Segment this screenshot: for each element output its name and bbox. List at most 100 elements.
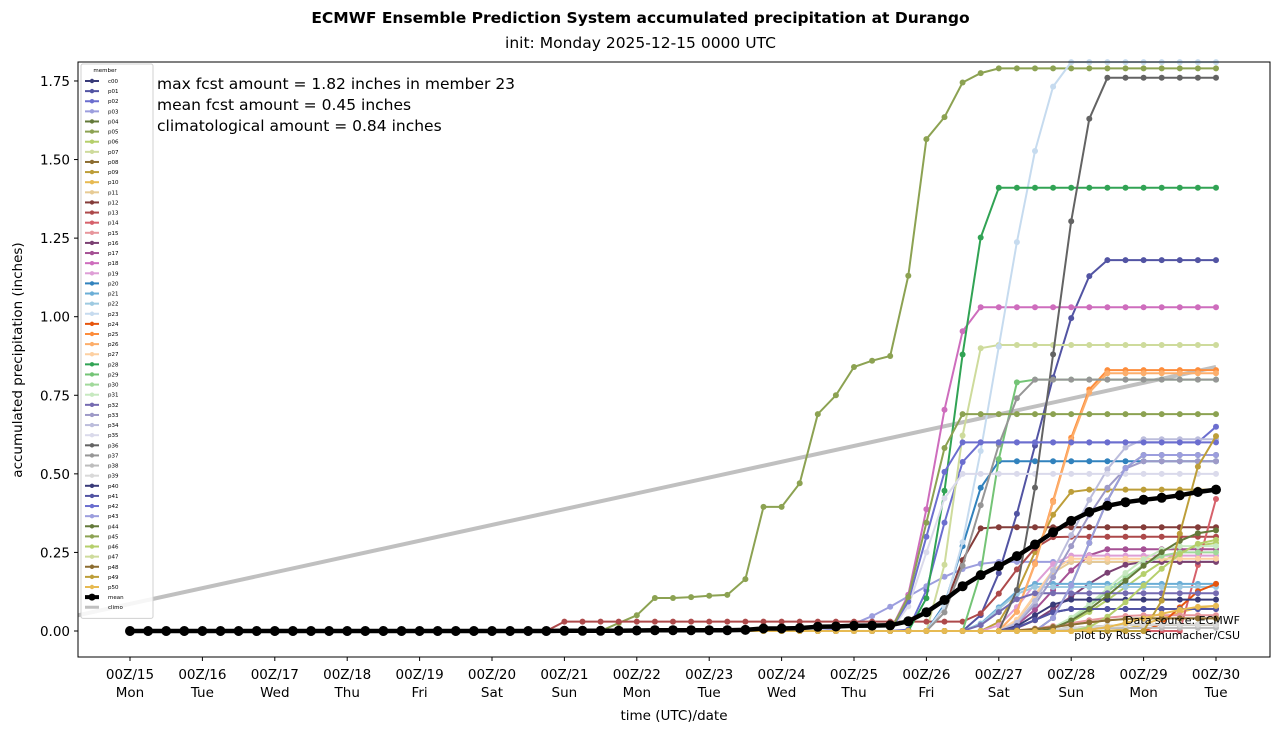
- series-point-p13: [1104, 533, 1111, 540]
- series-point-p36: [1213, 74, 1219, 81]
- series-point-p33: [1104, 484, 1111, 491]
- series-point-p45: [1140, 411, 1147, 418]
- legend-label: p09: [108, 170, 119, 176]
- chart-subtitle: init: Monday 2025-12-15 0000 UTC: [505, 34, 776, 52]
- series-point-p13: [977, 610, 984, 617]
- legend-label: c00: [108, 79, 119, 85]
- series-point-p40: [1194, 596, 1201, 603]
- series-point-p13: [1158, 533, 1165, 540]
- series-point-p33: [1213, 458, 1219, 465]
- series-point-p18: [923, 506, 930, 513]
- series-point-p05: [887, 353, 894, 359]
- series-point-p37: [1032, 376, 1038, 383]
- x-tick-label: 00Z/20: [468, 667, 516, 683]
- series-point-p42: [1140, 439, 1147, 446]
- mean-point: [1138, 494, 1149, 505]
- mean-point: [921, 607, 932, 618]
- mean-point: [450, 626, 461, 636]
- legend-label: p08: [108, 160, 119, 166]
- legend-label: p30: [108, 383, 119, 389]
- series-point-p36: [1068, 218, 1075, 225]
- x-tick-day: Sat: [481, 685, 503, 701]
- series-point-p32: [1086, 590, 1093, 597]
- legend-item-p32: p32: [85, 402, 119, 409]
- series-point-p13: [995, 590, 1002, 597]
- legend-label: p17: [108, 251, 119, 257]
- legend-item-p46: p46: [85, 544, 119, 551]
- series-point-p33: [1140, 458, 1147, 465]
- series-point-p50: [1013, 628, 1020, 634]
- legend-label: p46: [108, 545, 119, 551]
- series-point-p45: [1194, 411, 1201, 418]
- mean-point: [432, 626, 443, 636]
- legend-label: p42: [108, 504, 119, 510]
- legend-swatch-marker: [89, 260, 95, 266]
- series-point-p26: [1050, 499, 1057, 506]
- mean-point: [414, 626, 425, 636]
- series-point-p01: [1176, 257, 1183, 264]
- legend-item-p50: p50: [85, 584, 119, 591]
- mean-point: [939, 595, 950, 605]
- series-point-p50: [1086, 626, 1093, 633]
- series-point-p07: [959, 432, 966, 439]
- legend-swatch-marker: [89, 250, 95, 256]
- legend-swatch-marker: [89, 372, 95, 377]
- series-point-p03: [869, 613, 876, 620]
- mean-point: [794, 623, 805, 634]
- legend-item-p28: p28: [85, 362, 119, 368]
- series-point-p07: [1068, 342, 1075, 348]
- legend-label: p37: [108, 453, 119, 459]
- series-point-p41: [1068, 606, 1075, 612]
- series-point-p44: [1068, 617, 1075, 624]
- series-point-p48: [1194, 615, 1201, 622]
- mean-point: [631, 625, 642, 636]
- legend-item-p49: p49: [85, 574, 119, 581]
- series-point-p13: [706, 618, 713, 625]
- legend-swatch-marker: [89, 463, 95, 468]
- mean-point: [1192, 487, 1203, 497]
- series-point-p28: [1176, 184, 1183, 191]
- series-point-p18: [1194, 304, 1201, 311]
- series-point-p05: [651, 595, 658, 601]
- x-tick-day: Mon: [623, 685, 651, 701]
- mean-point: [306, 626, 316, 636]
- series-point-p34: [1068, 532, 1075, 539]
- series-point-p17: [1032, 606, 1038, 613]
- x-tick-label: 00Z/21: [540, 667, 588, 683]
- series-point-p42: [941, 468, 948, 475]
- series-point-p39: [1213, 621, 1219, 628]
- series-point-p01: [1158, 257, 1165, 264]
- legend-label: p38: [108, 464, 119, 470]
- mean-point: [812, 621, 823, 632]
- series-point-p09: [1122, 486, 1129, 493]
- series-point-p37: [1122, 376, 1129, 383]
- series-point-p49: [1176, 530, 1183, 537]
- series-point-p36: [1086, 115, 1093, 122]
- series-point-p37: [1158, 376, 1165, 383]
- x-tick-label: 00Z/22: [613, 667, 661, 683]
- x-tick-label: 00Z/23: [685, 667, 733, 683]
- series-point-p30: [1213, 549, 1219, 556]
- mean-point: [613, 625, 624, 636]
- legend-label: p47: [108, 555, 119, 561]
- series-point-p43: [1194, 452, 1201, 458]
- legend-swatch-marker: [89, 281, 95, 286]
- series-point-p50: [959, 628, 966, 634]
- series-point-p20: [1122, 458, 1129, 465]
- legend-swatch-marker: [89, 139, 95, 144]
- mean-point: [975, 570, 986, 581]
- legend-item-p34: p34: [85, 422, 119, 429]
- annotation-mean: mean fcst amount = 0.45 inches: [157, 96, 411, 114]
- series-point-p22: [1194, 584, 1201, 590]
- legend-label: p05: [108, 130, 119, 136]
- series-point-p50: [1213, 602, 1219, 609]
- legend-swatch-marker: [89, 382, 95, 387]
- legend-swatch-marker: [89, 503, 95, 509]
- series-point-p31: [1140, 556, 1147, 563]
- legend-label: p34: [108, 423, 119, 429]
- series-point-p37: [1140, 376, 1147, 383]
- series-point-p12: [1140, 524, 1147, 531]
- x-tick-day: Wed: [767, 685, 796, 701]
- series-point-p01: [1104, 257, 1111, 264]
- legend-label: p50: [108, 585, 119, 591]
